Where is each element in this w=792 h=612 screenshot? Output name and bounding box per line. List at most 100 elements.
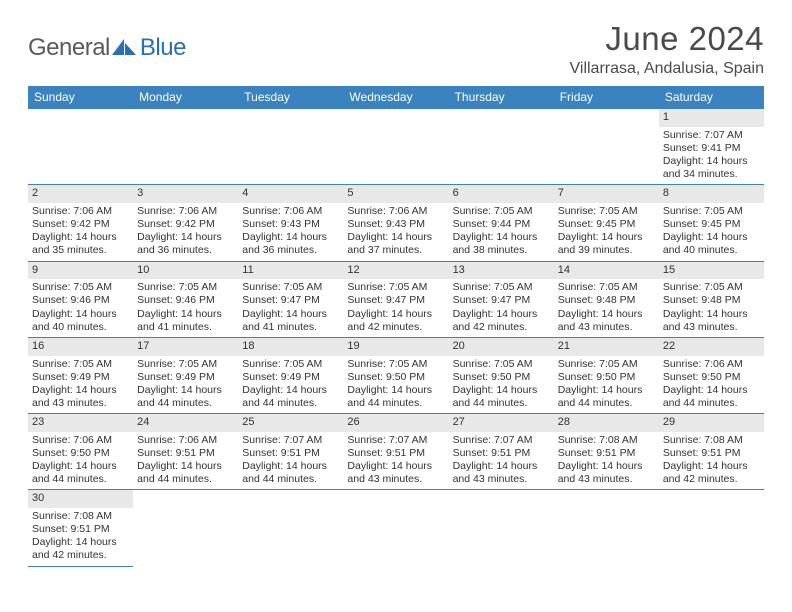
sunset-text: Sunset: 9:50 PM bbox=[453, 371, 550, 384]
sunrise-text: Sunrise: 7:05 AM bbox=[663, 205, 760, 218]
day-detail-row: Sunrise: 7:05 AMSunset: 9:46 PMDaylight:… bbox=[28, 279, 764, 337]
daylight-text: Daylight: 14 hours and 36 minutes. bbox=[242, 231, 339, 257]
day-number bbox=[28, 109, 133, 127]
daylight-text: Daylight: 14 hours and 44 minutes. bbox=[242, 384, 339, 410]
sunset-text: Sunset: 9:47 PM bbox=[453, 294, 550, 307]
day-number bbox=[343, 490, 448, 508]
weekday-header: Monday bbox=[133, 86, 238, 109]
daylight-text: Daylight: 14 hours and 40 minutes. bbox=[663, 231, 760, 257]
sunset-text: Sunset: 9:45 PM bbox=[663, 218, 760, 231]
weekday-header: Friday bbox=[554, 86, 659, 109]
sunrise-text: Sunrise: 7:05 AM bbox=[32, 281, 129, 294]
day-details: Sunrise: 7:05 AMSunset: 9:46 PMDaylight:… bbox=[133, 279, 238, 337]
day-number: 7 bbox=[554, 185, 659, 203]
sunrise-text: Sunrise: 7:07 AM bbox=[453, 434, 550, 447]
daylight-text: Daylight: 14 hours and 41 minutes. bbox=[137, 308, 234, 334]
day-number-row: 16171819202122 bbox=[28, 337, 764, 355]
sunset-text: Sunset: 9:43 PM bbox=[347, 218, 444, 231]
calendar-body: 1Sunrise: 7:07 AMSunset: 9:41 PMDaylight… bbox=[28, 109, 764, 567]
day-details: Sunrise: 7:05 AMSunset: 9:49 PMDaylight:… bbox=[238, 356, 343, 414]
day-number: 1 bbox=[659, 109, 764, 127]
sunset-text: Sunset: 9:43 PM bbox=[242, 218, 339, 231]
daylight-text: Daylight: 14 hours and 42 minutes. bbox=[453, 308, 550, 334]
day-number: 29 bbox=[659, 414, 764, 432]
weekday-header: Tuesday bbox=[238, 86, 343, 109]
sunset-text: Sunset: 9:49 PM bbox=[137, 371, 234, 384]
daylight-text: Daylight: 14 hours and 39 minutes. bbox=[558, 231, 655, 257]
day-details: Sunrise: 7:05 AMSunset: 9:50 PMDaylight:… bbox=[449, 356, 554, 414]
daylight-text: Daylight: 14 hours and 44 minutes. bbox=[453, 384, 550, 410]
day-details: Sunrise: 7:05 AMSunset: 9:47 PMDaylight:… bbox=[238, 279, 343, 337]
day-details bbox=[343, 508, 448, 566]
sunrise-text: Sunrise: 7:08 AM bbox=[663, 434, 760, 447]
daylight-text: Daylight: 14 hours and 43 minutes. bbox=[558, 308, 655, 334]
day-details: Sunrise: 7:07 AMSunset: 9:51 PMDaylight:… bbox=[238, 432, 343, 490]
day-number-row: 23242526272829 bbox=[28, 414, 764, 432]
daylight-text: Daylight: 14 hours and 44 minutes. bbox=[242, 460, 339, 486]
sunrise-text: Sunrise: 7:06 AM bbox=[663, 358, 760, 371]
daylight-text: Daylight: 14 hours and 38 minutes. bbox=[453, 231, 550, 257]
sunset-text: Sunset: 9:50 PM bbox=[32, 447, 129, 460]
location: Villarrasa, Andalusia, Spain bbox=[570, 60, 765, 78]
day-number bbox=[238, 109, 343, 127]
day-details bbox=[238, 508, 343, 566]
day-number bbox=[343, 109, 448, 127]
sunrise-text: Sunrise: 7:06 AM bbox=[137, 434, 234, 447]
sunrise-text: Sunrise: 7:05 AM bbox=[558, 205, 655, 218]
day-detail-row: Sunrise: 7:07 AMSunset: 9:41 PMDaylight:… bbox=[28, 127, 764, 185]
day-details: Sunrise: 7:06 AMSunset: 9:42 PMDaylight:… bbox=[28, 203, 133, 261]
day-number: 20 bbox=[449, 337, 554, 355]
sunrise-text: Sunrise: 7:05 AM bbox=[347, 358, 444, 371]
day-number: 28 bbox=[554, 414, 659, 432]
weekday-header: Wednesday bbox=[343, 86, 448, 109]
brand-name-2: Blue bbox=[140, 34, 186, 62]
sunrise-text: Sunrise: 7:06 AM bbox=[32, 434, 129, 447]
daylight-text: Daylight: 14 hours and 44 minutes. bbox=[137, 460, 234, 486]
day-number: 17 bbox=[133, 337, 238, 355]
sunrise-text: Sunrise: 7:05 AM bbox=[558, 358, 655, 371]
sunrise-text: Sunrise: 7:05 AM bbox=[137, 358, 234, 371]
day-details: Sunrise: 7:05 AMSunset: 9:45 PMDaylight:… bbox=[554, 203, 659, 261]
day-details: Sunrise: 7:07 AMSunset: 9:51 PMDaylight:… bbox=[449, 432, 554, 490]
sunrise-text: Sunrise: 7:05 AM bbox=[32, 358, 129, 371]
daylight-text: Daylight: 14 hours and 37 minutes. bbox=[347, 231, 444, 257]
brand-name-1: General bbox=[28, 34, 110, 62]
daylight-text: Daylight: 14 hours and 36 minutes. bbox=[137, 231, 234, 257]
day-number: 2 bbox=[28, 185, 133, 203]
sunrise-text: Sunrise: 7:05 AM bbox=[663, 281, 760, 294]
month-title: June 2024 bbox=[570, 20, 765, 58]
day-detail-row: Sunrise: 7:05 AMSunset: 9:49 PMDaylight:… bbox=[28, 356, 764, 414]
day-details: Sunrise: 7:06 AMSunset: 9:42 PMDaylight:… bbox=[133, 203, 238, 261]
header: General Blue June 2024 Villarrasa, Andal… bbox=[28, 20, 764, 78]
day-number: 10 bbox=[133, 261, 238, 279]
daylight-text: Daylight: 14 hours and 44 minutes. bbox=[32, 460, 129, 486]
daylight-text: Daylight: 14 hours and 40 minutes. bbox=[32, 308, 129, 334]
day-number bbox=[449, 490, 554, 508]
day-number: 24 bbox=[133, 414, 238, 432]
sunset-text: Sunset: 9:47 PM bbox=[347, 294, 444, 307]
day-detail-row: Sunrise: 7:06 AMSunset: 9:42 PMDaylight:… bbox=[28, 203, 764, 261]
weekday-header-row: SundayMondayTuesdayWednesdayThursdayFrid… bbox=[28, 86, 764, 109]
day-details: Sunrise: 7:05 AMSunset: 9:49 PMDaylight:… bbox=[28, 356, 133, 414]
day-number: 19 bbox=[343, 337, 448, 355]
day-detail-row: Sunrise: 7:08 AMSunset: 9:51 PMDaylight:… bbox=[28, 508, 764, 566]
sunrise-text: Sunrise: 7:07 AM bbox=[663, 129, 760, 142]
sunset-text: Sunset: 9:49 PM bbox=[242, 371, 339, 384]
sunset-text: Sunset: 9:45 PM bbox=[558, 218, 655, 231]
daylight-text: Daylight: 14 hours and 42 minutes. bbox=[347, 308, 444, 334]
sunset-text: Sunset: 9:44 PM bbox=[453, 218, 550, 231]
day-details: Sunrise: 7:07 AMSunset: 9:41 PMDaylight:… bbox=[659, 127, 764, 185]
day-details: Sunrise: 7:06 AMSunset: 9:50 PMDaylight:… bbox=[659, 356, 764, 414]
day-details bbox=[449, 127, 554, 185]
sunrise-text: Sunrise: 7:05 AM bbox=[137, 281, 234, 294]
day-number: 9 bbox=[28, 261, 133, 279]
sunset-text: Sunset: 9:50 PM bbox=[663, 371, 760, 384]
day-details: Sunrise: 7:05 AMSunset: 9:49 PMDaylight:… bbox=[133, 356, 238, 414]
day-number: 8 bbox=[659, 185, 764, 203]
sunrise-text: Sunrise: 7:05 AM bbox=[242, 281, 339, 294]
day-number: 18 bbox=[238, 337, 343, 355]
day-number-row: 1 bbox=[28, 109, 764, 127]
day-number: 11 bbox=[238, 261, 343, 279]
daylight-text: Daylight: 14 hours and 43 minutes. bbox=[453, 460, 550, 486]
weekday-header: Saturday bbox=[659, 86, 764, 109]
